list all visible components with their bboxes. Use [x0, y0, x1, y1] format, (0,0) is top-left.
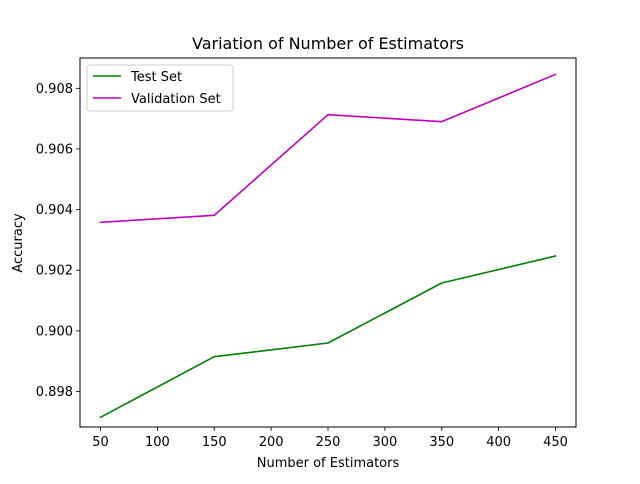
x-tick-label: 150: [202, 435, 227, 450]
y-tick-label: 0.900: [36, 324, 73, 339]
y-tick-label: 0.906: [36, 142, 73, 157]
series-line-test-set: [99, 255, 557, 419]
x-tick-label: 100: [145, 435, 170, 450]
chart-title: Variation of Number of Estimators: [192, 34, 464, 53]
x-tick-label: 50: [92, 435, 109, 450]
x-tick-label: 250: [316, 435, 341, 450]
x-tick-label: 300: [372, 435, 397, 450]
legend-label-test-set: Test Set: [130, 70, 182, 85]
x-tick-label: 200: [259, 435, 284, 450]
x-axis-label: Number of Estimators: [257, 456, 400, 471]
x-axis: 50 100 150 200 250 300 350 400 450: [92, 427, 568, 450]
y-axis-label: Accuracy: [11, 213, 26, 273]
series-line-validation-set: [99, 73, 557, 224]
x-tick-label: 350: [429, 435, 454, 450]
y-tick-label: 0.908: [36, 82, 73, 97]
x-tick-label: 400: [486, 435, 511, 450]
x-tick-label: 450: [543, 435, 568, 450]
plot-area: [99, 73, 557, 419]
legend-label-validation-set: Validation Set: [131, 92, 221, 107]
y-tick-label: 0.902: [36, 264, 73, 279]
y-tick-label: 0.898: [36, 385, 73, 400]
legend-box: [86, 64, 234, 112]
y-axis: 0.898 0.900 0.902 0.904 0.906 0.908: [36, 82, 80, 400]
y-tick-label: 0.904: [36, 203, 73, 218]
legend: Test Set Validation Set: [86, 64, 234, 112]
